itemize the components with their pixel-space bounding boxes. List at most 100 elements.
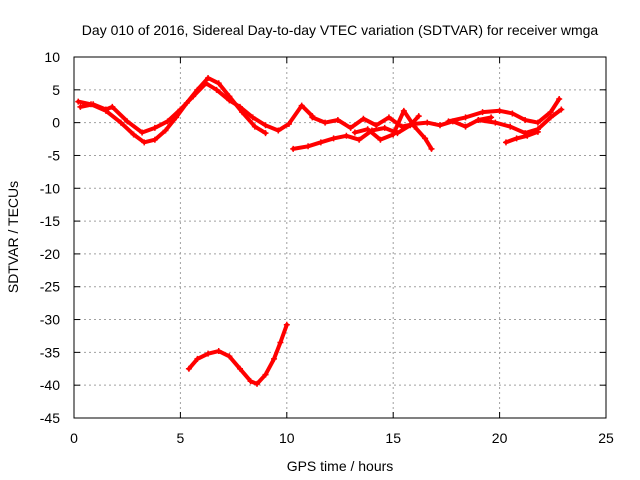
y-tick-label: 0 <box>52 115 60 131</box>
data-point <box>130 131 137 138</box>
x-tick-label: 25 <box>598 430 614 446</box>
data-point <box>534 119 541 126</box>
data-point <box>117 119 124 126</box>
y-tick-label: -30 <box>40 312 60 328</box>
data-point <box>347 124 354 131</box>
data-point <box>262 122 269 129</box>
data-point <box>139 129 146 136</box>
data-point <box>502 139 509 146</box>
data-point <box>547 109 554 116</box>
data-point <box>556 96 563 103</box>
x-tick-label: 20 <box>492 430 508 446</box>
data-point <box>109 103 116 110</box>
chart-title: Day 010 of 2016, Sidereal Day-to-day VTE… <box>82 22 599 38</box>
x-tick-label: 15 <box>385 430 401 446</box>
data-point <box>141 139 148 146</box>
data-point <box>400 107 407 114</box>
data-point <box>251 123 258 130</box>
data-point <box>496 107 503 114</box>
tick-labels: 0 5 10 15 20 25 10 5 0 -5 -10 -15 -20 -25 -30 -35 -40 -45 <box>40 49 614 446</box>
data-point <box>479 109 486 116</box>
y-axis-label: SDTVAR / TECUs <box>5 181 21 293</box>
x-tick-label: 0 <box>70 430 78 446</box>
data-point <box>475 117 482 124</box>
x-axis-label: GPS time / hours <box>287 458 394 474</box>
data-point <box>317 139 324 146</box>
data-point <box>492 119 499 126</box>
data-point <box>360 115 367 122</box>
data-point <box>334 117 341 124</box>
series-line-sat-e <box>352 108 434 151</box>
data-point <box>77 103 84 110</box>
data-point <box>249 114 256 121</box>
data-point <box>309 114 316 121</box>
data-point <box>373 122 380 129</box>
y-tick-label: -40 <box>40 377 60 393</box>
data-point <box>164 118 171 125</box>
data-point <box>236 103 243 110</box>
data-point <box>356 136 363 143</box>
data-point <box>215 80 222 87</box>
series-line-sat-b <box>78 81 315 135</box>
series-layer <box>75 75 565 387</box>
data-point <box>445 118 452 125</box>
y-tick-label: -10 <box>40 180 60 196</box>
data-point <box>343 132 350 139</box>
data-point <box>90 101 97 108</box>
data-point <box>75 98 82 105</box>
data-point <box>194 355 201 362</box>
data-point <box>236 365 243 372</box>
data-point <box>162 127 169 134</box>
data-point <box>285 120 292 127</box>
data-point <box>422 135 429 142</box>
data-point <box>262 371 269 378</box>
data-point <box>177 106 184 113</box>
data-point <box>226 97 233 104</box>
grid <box>74 57 606 418</box>
data-point <box>298 102 305 109</box>
data-point <box>254 380 261 387</box>
data-point <box>271 355 278 362</box>
y-tick-label: -15 <box>40 213 60 229</box>
data-point <box>415 113 422 120</box>
data-point <box>102 106 109 113</box>
data-point <box>151 136 158 143</box>
data-point <box>330 135 337 142</box>
data-point <box>524 132 531 139</box>
data-point <box>437 122 444 129</box>
data-point <box>364 126 371 133</box>
data-point <box>424 119 431 126</box>
y-tick-label: -25 <box>40 279 60 295</box>
data-point <box>558 106 565 113</box>
data-point <box>428 145 435 152</box>
data-point <box>185 365 192 372</box>
y-tick-label: 5 <box>52 82 60 98</box>
data-point <box>213 86 220 93</box>
y-tick-label: -20 <box>40 246 60 262</box>
y-tick-label: 10 <box>44 49 60 65</box>
data-point <box>462 114 469 121</box>
data-point <box>290 145 297 152</box>
data-point <box>275 127 282 134</box>
data-point <box>390 131 397 138</box>
y-tick-label: -45 <box>40 410 60 426</box>
data-point <box>411 123 418 130</box>
plot-frame <box>73 56 607 419</box>
y-tick-label: -5 <box>48 147 61 163</box>
data-point <box>547 114 554 121</box>
data-point <box>462 123 469 130</box>
data-point <box>398 123 405 130</box>
data-point <box>507 123 514 130</box>
data-point <box>522 117 529 124</box>
data-point <box>226 353 233 360</box>
data-point <box>385 114 392 121</box>
data-point <box>190 93 197 100</box>
data-point <box>351 129 358 136</box>
data-point <box>534 128 541 135</box>
axis-ticks <box>73 56 607 419</box>
data-point <box>488 114 495 121</box>
data-point <box>277 339 284 346</box>
data-point <box>283 321 290 328</box>
data-point <box>205 350 212 357</box>
